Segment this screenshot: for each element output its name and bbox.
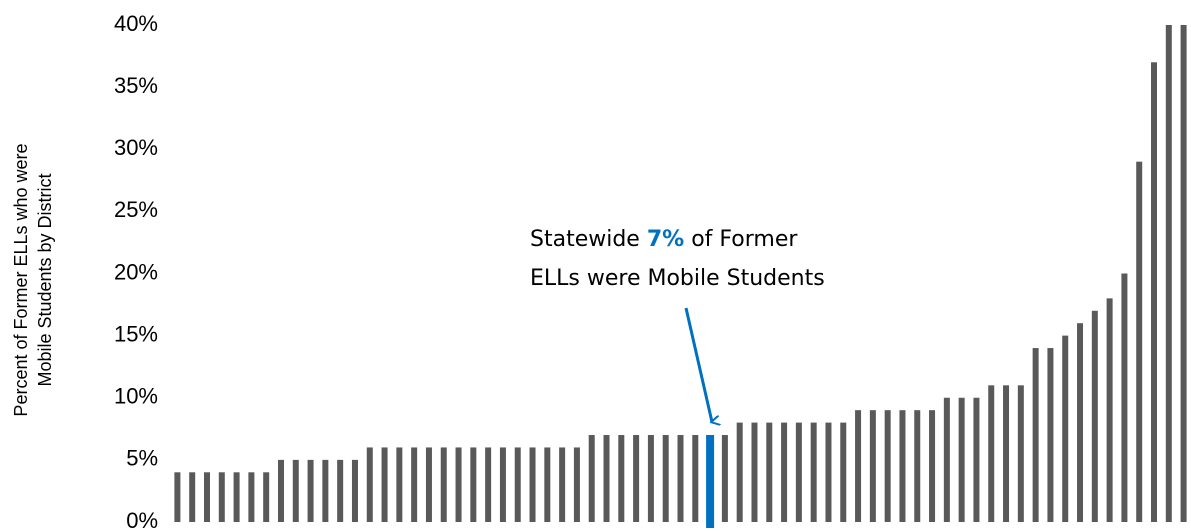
y-tick-label: 30% — [114, 135, 158, 160]
bar — [499, 447, 506, 522]
bar — [603, 435, 610, 522]
annotation: ELLs were Mobile Students — [530, 266, 825, 291]
y-tick-label: 40% — [114, 11, 158, 36]
bar — [1091, 310, 1098, 522]
bar — [899, 410, 906, 522]
bar — [1003, 385, 1010, 522]
bar — [751, 422, 758, 522]
bar — [544, 447, 551, 522]
bar — [692, 435, 699, 522]
bar — [618, 435, 625, 522]
bar — [396, 447, 403, 522]
bar — [677, 435, 684, 522]
bar — [721, 435, 728, 522]
bar — [174, 472, 181, 522]
bar — [869, 410, 876, 522]
annotation-text: of Former — [691, 227, 798, 252]
bar — [914, 410, 921, 522]
y-axis-label: Mobile Students by District — [35, 173, 55, 386]
highlight-bar — [706, 435, 715, 528]
bar — [203, 472, 210, 522]
bar — [366, 447, 373, 522]
bar — [425, 447, 432, 522]
annotation-emphasis: 7% — [647, 227, 684, 252]
y-tick-label: 35% — [114, 73, 158, 98]
bar — [292, 459, 299, 522]
bar — [973, 397, 980, 522]
y-tick-label: 0% — [126, 508, 158, 531]
bar — [1121, 273, 1128, 522]
bar — [929, 410, 936, 522]
bar — [277, 459, 284, 522]
bar — [514, 447, 521, 522]
bar — [529, 447, 536, 522]
bar — [958, 397, 965, 522]
bar — [855, 410, 862, 522]
bar — [440, 447, 447, 522]
bar — [647, 435, 654, 522]
bar — [588, 435, 595, 522]
bar — [1062, 335, 1069, 522]
bar — [1032, 348, 1039, 522]
bar — [233, 472, 240, 522]
y-tick-label: 10% — [114, 384, 158, 409]
bar — [485, 447, 492, 522]
bar — [307, 459, 314, 522]
bar — [470, 447, 477, 522]
bar — [1151, 62, 1158, 523]
bar — [337, 459, 344, 522]
y-tick-label: 25% — [114, 197, 158, 222]
bar — [943, 397, 950, 522]
bar — [411, 447, 418, 522]
bar — [1165, 25, 1172, 522]
bar — [559, 447, 566, 522]
bar — [322, 459, 329, 522]
bar — [1106, 298, 1113, 522]
bar — [455, 447, 462, 522]
bar — [1017, 385, 1024, 522]
bar — [795, 422, 802, 522]
bar — [810, 422, 817, 522]
bar — [381, 447, 388, 522]
bar — [263, 472, 270, 522]
bar — [736, 422, 743, 522]
bar — [351, 459, 358, 522]
bar — [884, 410, 891, 522]
y-tick-label: 20% — [114, 259, 158, 284]
bar — [766, 422, 773, 522]
bar — [1077, 323, 1084, 522]
bar — [840, 422, 847, 522]
bar — [1180, 25, 1187, 522]
bar — [573, 447, 580, 522]
y-axis-label: Percent of Former ELLs who were — [11, 143, 31, 416]
annotation: Statewide 7% of Former — [530, 227, 798, 252]
bar — [189, 472, 196, 522]
bar — [1047, 348, 1054, 522]
bar — [781, 422, 788, 522]
bar — [1136, 161, 1143, 523]
y-tick-label: 5% — [126, 446, 158, 471]
bar — [988, 385, 995, 522]
bar — [825, 422, 832, 522]
annotation-text: Statewide — [530, 227, 640, 252]
bar — [633, 435, 640, 522]
bar — [218, 472, 225, 522]
bar — [248, 472, 255, 522]
annotation-arrow — [684, 307, 712, 422]
bar — [662, 435, 669, 522]
y-tick-label: 15% — [114, 321, 158, 346]
